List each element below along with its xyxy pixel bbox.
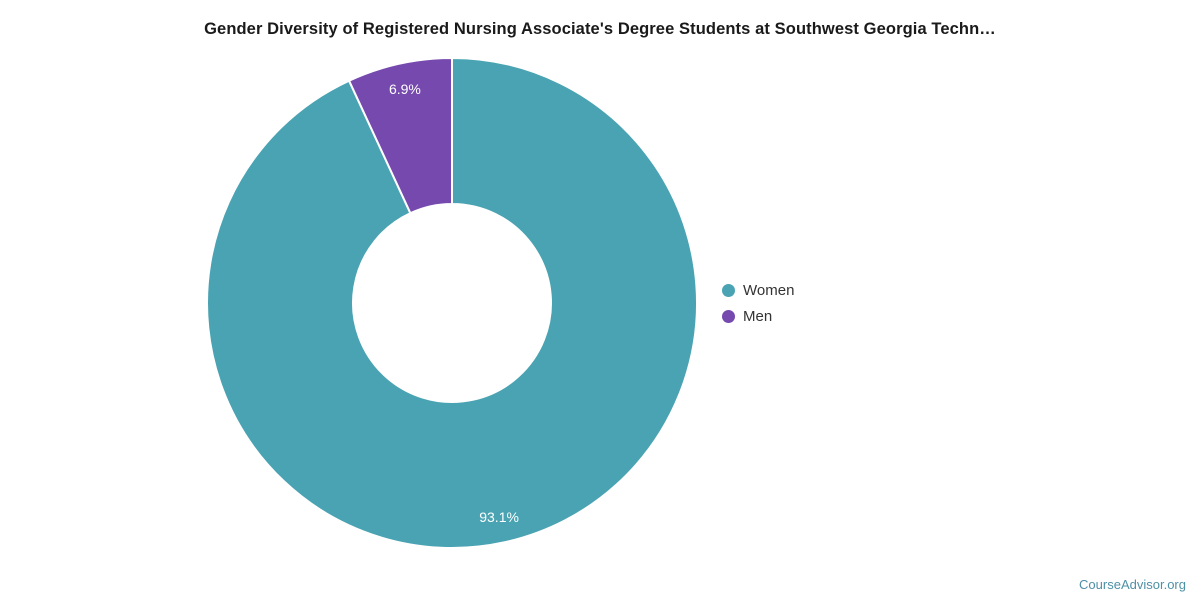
slice-label-men: 6.9% [389,81,421,97]
slice-men[interactable] [348,57,453,215]
legend-marker-women-icon [722,283,735,297]
legend-label-men: Men [743,307,773,325]
slice-women[interactable] [206,57,698,549]
legend-label-women: Women [743,281,795,299]
slice-label-women: 93.1% [479,509,519,525]
legend-marker-men-icon [722,309,735,323]
chart-title: Gender Diversity of Registered Nursing A… [204,20,996,38]
legend-item-men[interactable]: Men [722,303,794,329]
legend: Women Men [722,277,794,329]
legend-item-women[interactable]: Women [722,277,794,303]
watermark-courseadvisor[interactable]: CourseAdvisor.org [1079,577,1186,592]
